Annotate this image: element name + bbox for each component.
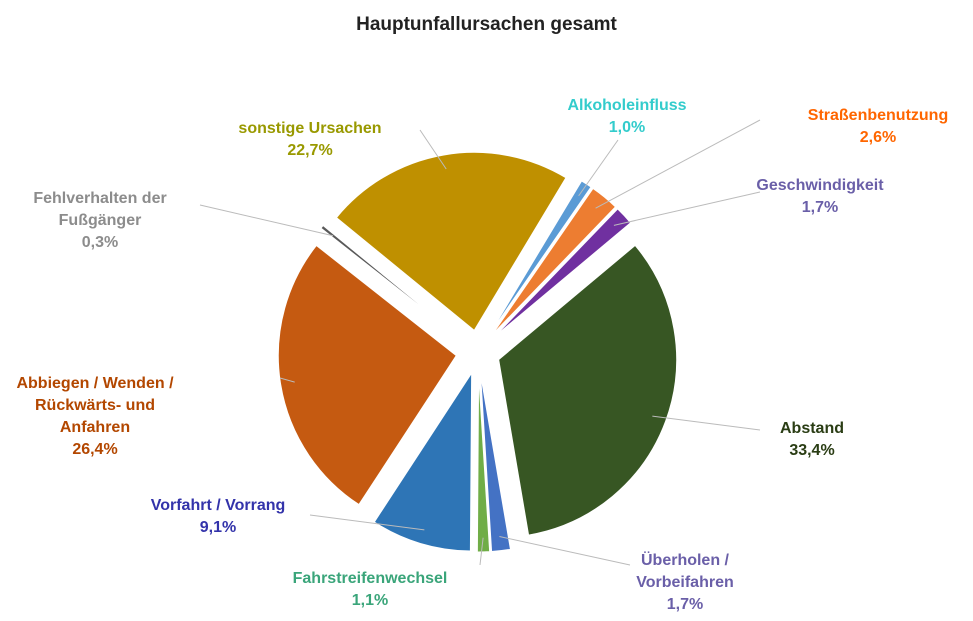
- data-label: Vorfahrt / Vorrang 9,1%: [108, 495, 328, 539]
- pie-slice: [277, 244, 457, 506]
- category-label: Abbiegen / Wenden / Rückwärts- und Anfah…: [16, 375, 174, 436]
- leader-line: [499, 536, 631, 566]
- data-label: Fahrstreifenwechsel 1,1%: [255, 568, 485, 612]
- data-label: Straßenbenutzung 2,6%: [778, 105, 973, 149]
- pie-slice: [480, 373, 512, 553]
- category-label: Straßenbenutzung: [807, 107, 949, 124]
- category-label: Abstand: [780, 420, 844, 437]
- leader-line: [595, 119, 761, 209]
- value-label: 26,4%: [72, 441, 118, 458]
- pie-slice: [493, 208, 632, 338]
- chart-title: Hauptunfallursachen gesamt: [356, 14, 617, 35]
- category-label: Alkoholeinfluss: [567, 97, 687, 114]
- data-label: Geschwindigkeit 1,7%: [720, 175, 920, 219]
- pie-slice: [491, 187, 617, 336]
- pie-slice: [498, 244, 678, 536]
- value-label: 1,7%: [801, 199, 839, 216]
- leader-line: [479, 537, 484, 566]
- data-label: Abstand 33,4%: [752, 418, 872, 462]
- category-label: Geschwindigkeit: [756, 177, 884, 194]
- value-label: 9,1%: [199, 519, 237, 536]
- category-label: Überholen / Vorbeifahren: [636, 552, 734, 591]
- value-label: 33,4%: [789, 442, 835, 459]
- category-label: Fehlverhalten der Fußgänger: [33, 190, 167, 229]
- value-label: 2,6%: [859, 129, 897, 146]
- leader-line: [309, 514, 425, 531]
- leader-line: [652, 415, 761, 431]
- data-label: Überholen / Vorbeifahren 1,7%: [615, 550, 755, 616]
- data-label: Abbiegen / Wenden / Rückwärts- und Anfah…: [5, 373, 185, 461]
- pie-slice: [335, 151, 567, 332]
- value-label: 1,7%: [666, 596, 704, 613]
- leader-line: [419, 129, 447, 170]
- data-label: Alkoholeinfluss 1,0%: [527, 95, 727, 139]
- pie-slice: [489, 180, 592, 334]
- value-label: 1,1%: [351, 592, 389, 609]
- leader-line: [199, 204, 334, 237]
- value-label: 0,3%: [81, 234, 119, 251]
- leader-line: [578, 139, 619, 197]
- pie-slice: [476, 373, 491, 553]
- data-label: sonstige Ursachen 22,7%: [210, 118, 410, 162]
- value-label: 1,0%: [608, 119, 646, 136]
- leader-line: [613, 191, 761, 226]
- category-label: Vorfahrt / Vorrang: [150, 497, 286, 514]
- category-label: sonstige Ursachen: [238, 120, 382, 137]
- pie-slice: [320, 224, 462, 339]
- category-label: Fahrstreifenwechsel: [292, 570, 448, 587]
- leader-line: [279, 377, 295, 383]
- value-label: 22,7%: [287, 142, 333, 159]
- data-label: Fehlverhalten der Fußgänger 0,3%: [5, 188, 195, 254]
